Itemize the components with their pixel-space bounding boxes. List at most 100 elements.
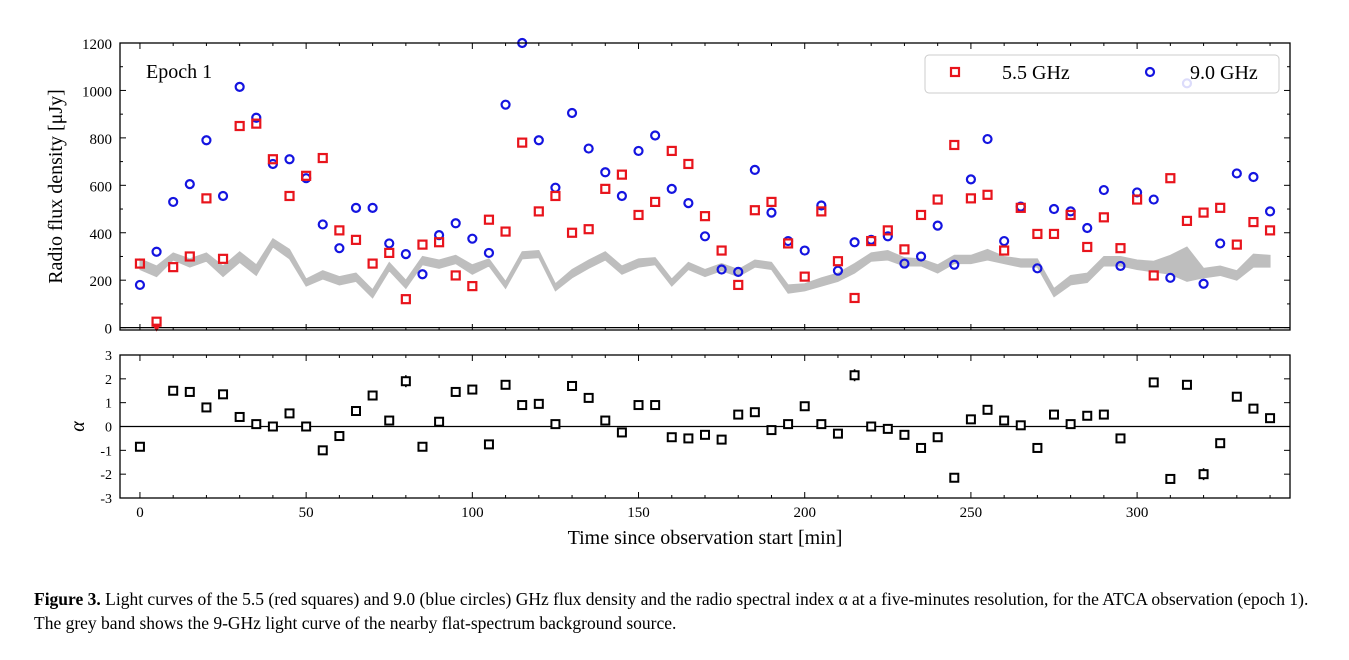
alpha-point bbox=[849, 370, 860, 381]
point-5_5ghz bbox=[450, 270, 461, 281]
point-9ghz bbox=[533, 135, 544, 146]
point-9ghz bbox=[832, 265, 844, 276]
point-9ghz bbox=[1048, 203, 1060, 215]
point-5_5ghz bbox=[334, 225, 345, 236]
point-5_5ghz bbox=[168, 262, 179, 273]
alpha-point bbox=[284, 408, 295, 419]
alpha-point bbox=[1065, 419, 1076, 430]
point-9ghz bbox=[616, 190, 628, 202]
point-5_5ghz bbox=[234, 120, 245, 132]
point-9ghz bbox=[1148, 194, 1159, 205]
alpha-point bbox=[517, 400, 528, 411]
point-9ghz bbox=[600, 167, 611, 178]
alpha-point bbox=[1165, 473, 1176, 484]
point-5_5ghz bbox=[1048, 228, 1060, 240]
alpha-point bbox=[616, 427, 627, 438]
alpha-point bbox=[550, 419, 561, 430]
point-9ghz bbox=[151, 246, 162, 257]
point-5_5ghz bbox=[134, 258, 146, 269]
alpha-point bbox=[899, 429, 910, 440]
alpha-point bbox=[168, 385, 179, 396]
point-5_5ghz bbox=[201, 193, 212, 204]
alpha-point bbox=[201, 402, 212, 413]
point-9ghz bbox=[849, 237, 860, 248]
x-tick-label: 250 bbox=[960, 505, 983, 521]
y-tick-label: 1200 bbox=[82, 37, 112, 53]
y-tick-label: 1000 bbox=[82, 84, 112, 100]
caption-label: Figure 3. bbox=[34, 589, 101, 609]
point-9ghz bbox=[633, 145, 644, 157]
point-5_5ghz bbox=[816, 206, 827, 217]
alpha-point bbox=[583, 392, 594, 403]
y-tick-label: 200 bbox=[90, 274, 113, 290]
alpha-point bbox=[799, 401, 810, 412]
point-9ghz bbox=[982, 133, 993, 145]
point-5_5ghz bbox=[1015, 202, 1026, 213]
point-5_5ghz bbox=[949, 139, 960, 151]
point-5_5ghz bbox=[1231, 239, 1242, 250]
point-5_5ghz bbox=[965, 193, 977, 204]
point-9ghz bbox=[384, 238, 395, 249]
x-tick-label: 50 bbox=[299, 505, 314, 521]
alpha-point bbox=[1215, 438, 1226, 449]
point-5_5ghz bbox=[367, 258, 378, 269]
point-9ghz bbox=[1165, 272, 1176, 283]
point-5_5ghz bbox=[1198, 207, 1209, 218]
point-9ghz bbox=[251, 112, 262, 123]
point-5_5ghz bbox=[999, 245, 1010, 256]
point-5_5ghz bbox=[832, 256, 844, 267]
alpha-point bbox=[384, 415, 395, 426]
point-5_5ghz bbox=[284, 190, 295, 202]
point-5_5ghz bbox=[1181, 215, 1193, 226]
point-5_5ghz bbox=[1032, 228, 1043, 240]
alpha-point bbox=[683, 433, 694, 444]
point-9ghz bbox=[749, 164, 760, 175]
alpha-point bbox=[716, 434, 727, 445]
point-9ghz bbox=[949, 259, 960, 270]
point-9ghz bbox=[400, 248, 411, 260]
point-5_5ghz bbox=[251, 118, 262, 129]
alpha-point bbox=[982, 404, 993, 415]
point-5_5ghz bbox=[1215, 202, 1226, 213]
point-9ghz bbox=[450, 218, 461, 229]
alpha-point bbox=[1248, 403, 1259, 414]
alpha-point bbox=[400, 376, 411, 387]
point-9ghz bbox=[417, 269, 428, 280]
alpha-point bbox=[1181, 379, 1192, 390]
alpha-point bbox=[567, 380, 578, 391]
point-5_5ghz bbox=[217, 253, 229, 264]
alpha-point bbox=[367, 390, 378, 401]
alpha-axis-label: α bbox=[67, 421, 89, 432]
alpha-y-tick-label: 1 bbox=[105, 397, 112, 412]
point-9ghz bbox=[583, 143, 594, 154]
point-5_5ghz bbox=[583, 224, 594, 235]
alpha-y-tick-label: 2 bbox=[105, 373, 112, 388]
point-9ghz bbox=[716, 264, 727, 275]
point-5_5ghz bbox=[749, 205, 760, 216]
y-tick-label: 800 bbox=[90, 132, 113, 148]
point-9ghz bbox=[965, 174, 977, 185]
alpha-point bbox=[700, 429, 710, 440]
point-5_5ghz bbox=[666, 145, 677, 157]
point-5_5ghz bbox=[517, 137, 528, 148]
alpha-point bbox=[184, 386, 195, 397]
alpha-point bbox=[1231, 391, 1242, 402]
epoch-annotation: Epoch 1 bbox=[146, 61, 212, 83]
point-9ghz bbox=[1248, 171, 1259, 183]
point-5_5ghz bbox=[500, 226, 511, 237]
x-tick-label: 200 bbox=[793, 505, 816, 521]
point-9ghz bbox=[1215, 238, 1226, 249]
alpha-point bbox=[999, 415, 1010, 426]
alpha-point bbox=[1015, 420, 1026, 431]
alpha-point bbox=[766, 425, 777, 436]
alpha-point bbox=[417, 441, 428, 452]
point-5_5ghz bbox=[1264, 225, 1276, 236]
point-5_5ghz bbox=[650, 196, 661, 208]
alpha-point bbox=[1032, 442, 1043, 453]
point-9ghz bbox=[915, 251, 927, 262]
point-5_5ghz bbox=[882, 225, 893, 236]
point-5_5ghz bbox=[384, 247, 395, 259]
point-9ghz bbox=[1198, 278, 1209, 289]
alpha-point bbox=[234, 411, 245, 422]
